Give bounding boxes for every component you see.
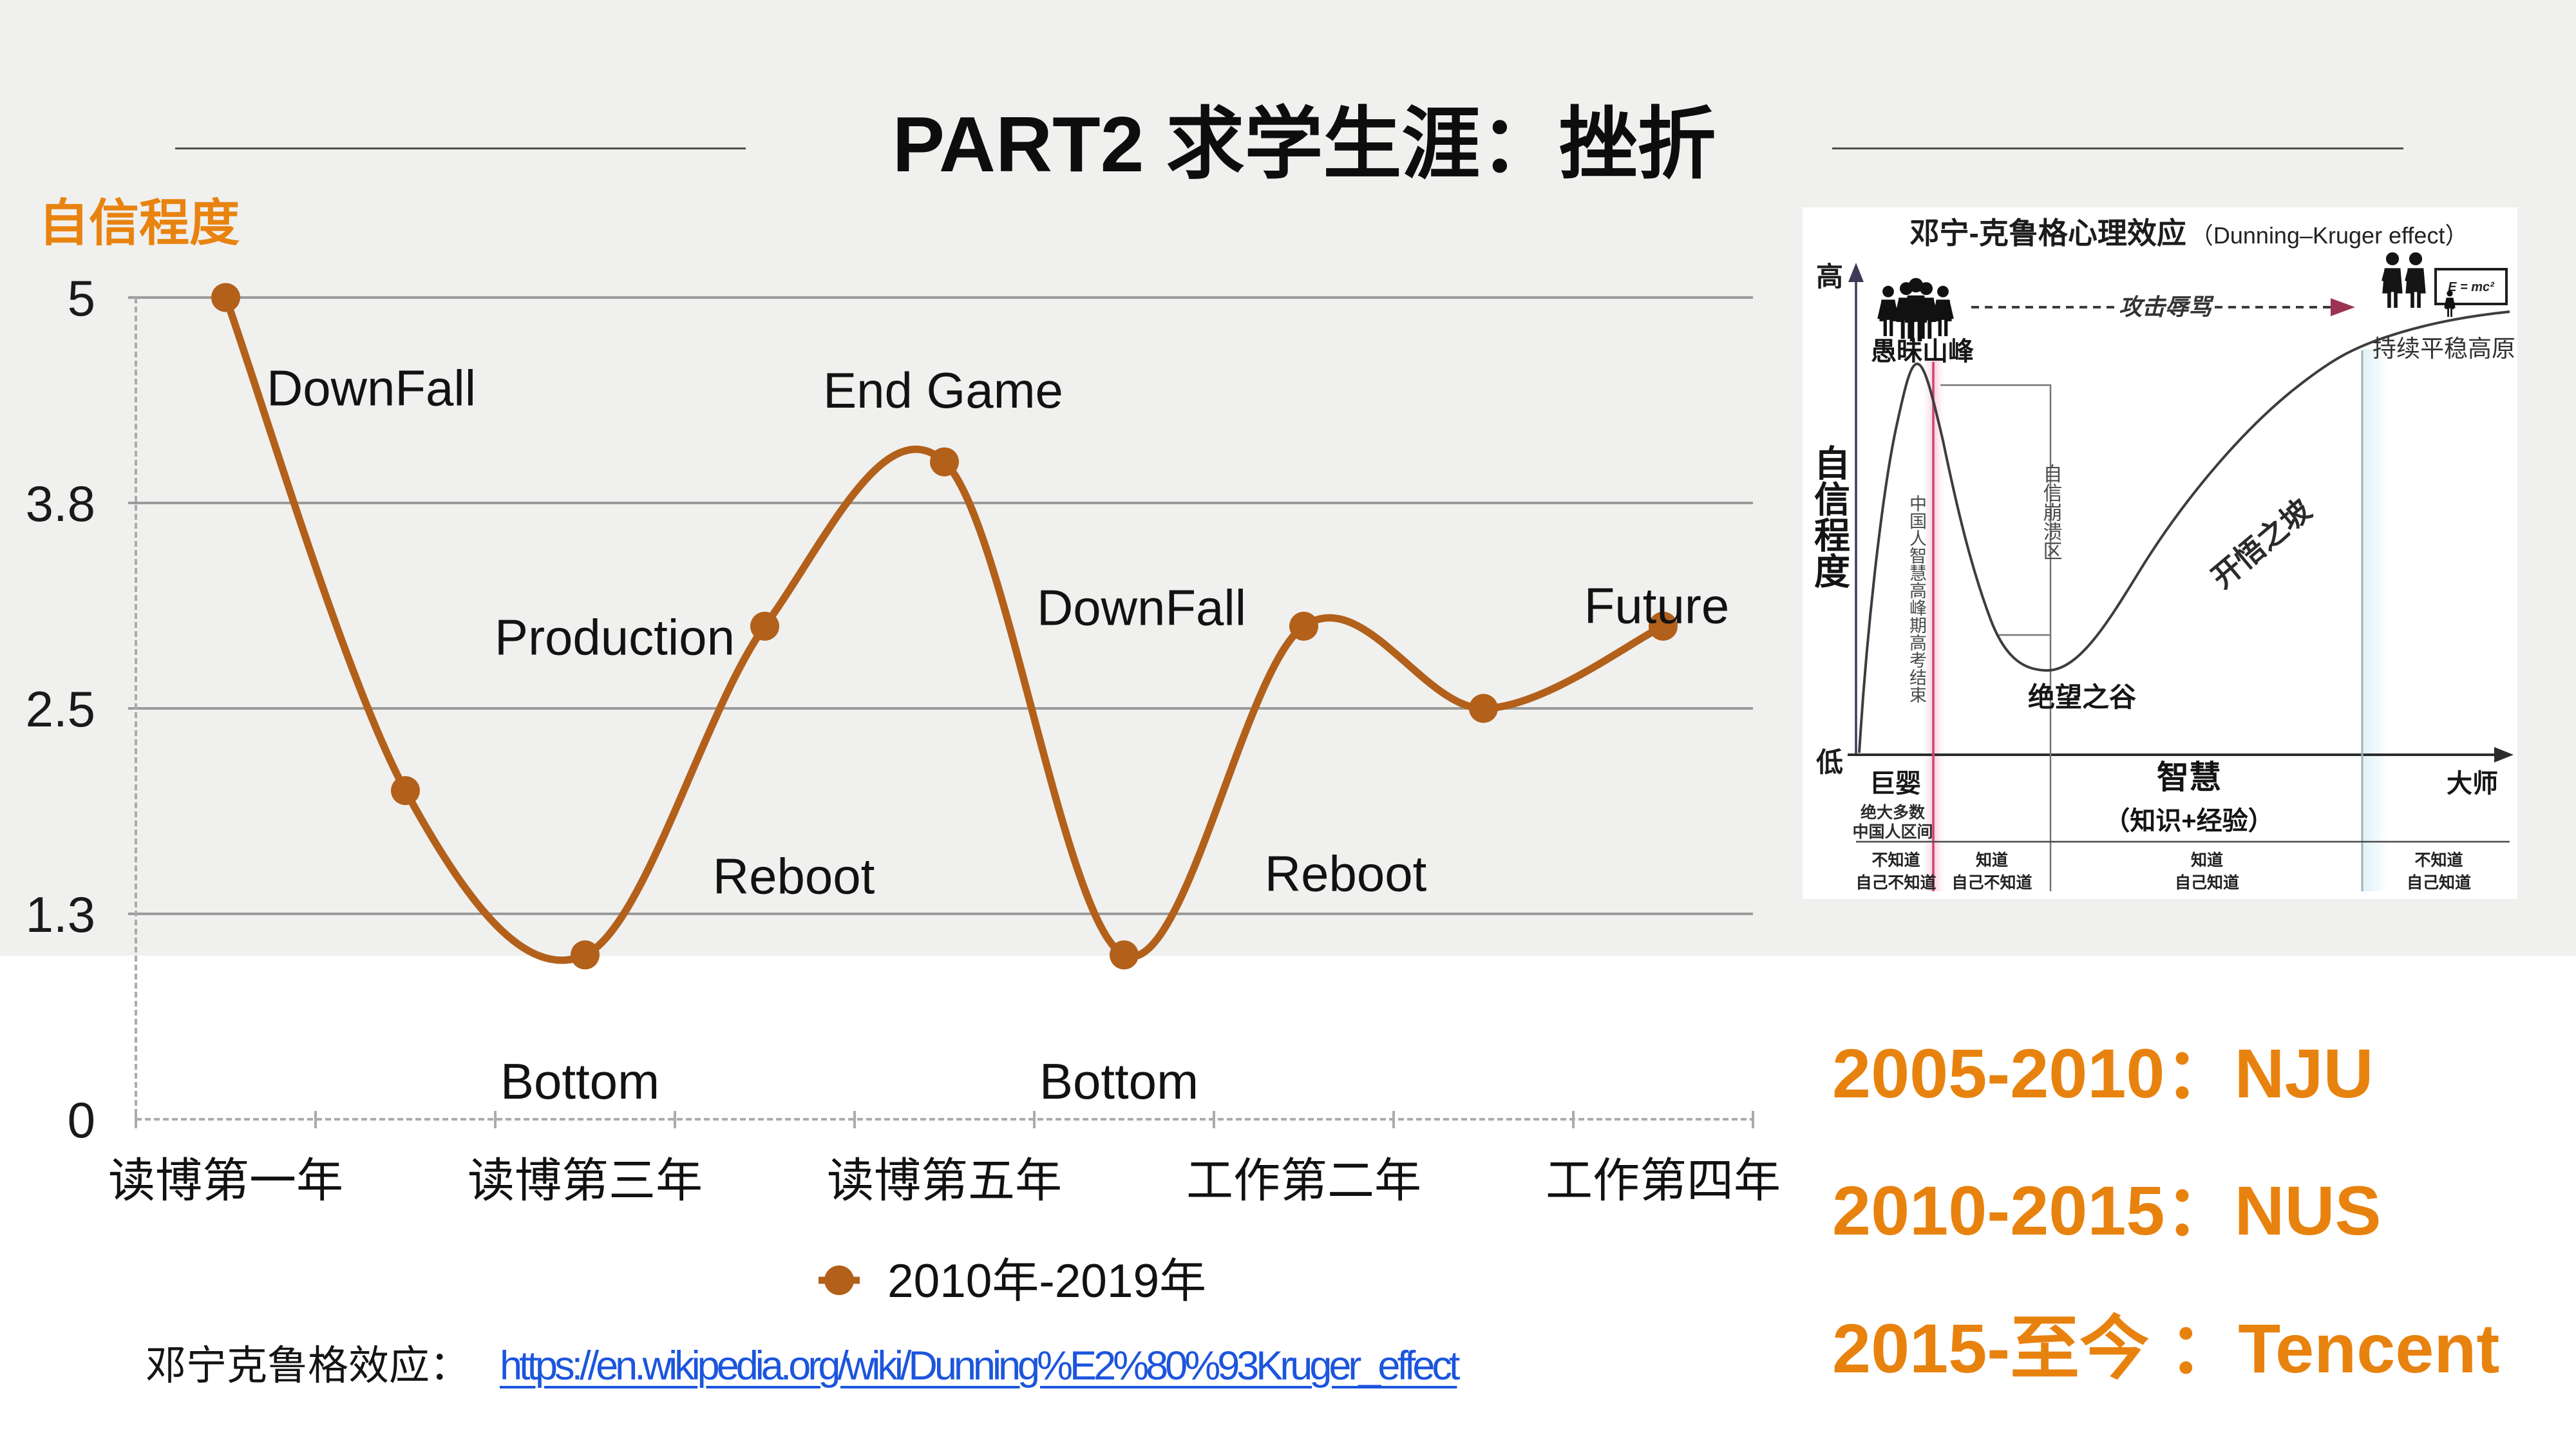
inset-peak-label: 愚昧山峰 [1871,337,1974,366]
annotation-label: DownFall [1037,579,1246,636]
inset-title-cn: 邓宁-克鲁格心理效应 [1910,216,2186,250]
annotation-label: Bottom [1039,1053,1198,1110]
inset-region-baby-note1: 绝大多数 [1861,803,1926,822]
annotation-label: Future [1584,577,1729,634]
annotation-label: Bottom [500,1053,659,1110]
series-point [1469,694,1498,723]
inset-row-col2-line1: 知道 [1976,851,2008,869]
y-tick-label: 5 [68,270,95,327]
x-category-label: 工作第四年 [1546,1155,1781,1207]
slide-title: PART2 求学生涯：挫折 [892,100,1716,188]
series-point [211,283,240,312]
inset-region-wisdom-sub: （知识+经验） [2104,807,2273,835]
series-point [1110,940,1139,970]
inset-bracket [1940,384,2052,891]
inset-y-axis-arrow [1848,263,1864,282]
inset-row-col4-line1: 不知道 [2414,851,2463,869]
series-point [1289,611,1318,641]
x-category-label: 工作第二年 [1186,1155,1421,1207]
x-category-label: 读博第五年 [827,1155,1062,1207]
y-tick-label: 0 [68,1092,95,1148]
source-label: 邓宁克鲁格效应： [146,1343,470,1388]
timeline-item-nus: 2010-2015：NUS [1832,1171,2382,1249]
inset-title: 邓宁-克鲁格心理效应 （Dunning–Kruger effect） [1910,216,2468,250]
inset-cyan-band [2363,349,2389,891]
title-rule-right [1832,147,2403,149]
inset-attack-label: 攻击辱骂 [2119,294,2214,320]
y-tick-label: 2.5 [26,681,95,737]
inset-y-high-label: 高 [1816,261,1843,292]
dunning-kruger-figure: 邓宁-克鲁格心理效应 （Dunning–Kruger effect） 高 低 自信… [1803,207,2517,899]
inset-region-baby: 巨婴 [1870,770,1921,798]
annotation-label: End Game [823,362,1063,419]
inset-valley-label: 绝望之谷 [2028,682,2136,712]
series-point [930,447,959,477]
inset-region-wisdom: 智慧 [2157,759,2221,795]
inset-plateau-label: 持续平稳高原 [2372,336,2515,362]
inset-row-col1-line1: 不知道 [1871,851,1920,869]
y-tick-label: 1.3 [26,886,95,943]
inset-title-en: （Dunning–Kruger effect） [2190,222,2468,249]
inset-row-col4-line2: 自己知道 [2407,873,2471,892]
series-point [750,611,779,641]
annotation-label: Reboot [713,848,875,904]
inset-row-col1-line2: 自己不知道 [1855,873,1936,892]
inset-curve [1858,310,2510,753]
inset-region-baby-note2: 中国人区间 [1852,823,1933,841]
legend-marker-dot [824,1265,854,1295]
inset-formula: E = mc² [2448,280,2495,294]
series-point [1649,611,1678,641]
source-row: 邓宁克鲁格效应： https://en.wikipedia.org/wiki/Du… [146,1333,1460,1392]
source-link[interactable]: https://en.wikipedia.org/wiki/Dunning%E2… [500,1343,1460,1388]
annotation-label: Production [495,609,735,665]
inset-region-master: 大师 [2447,770,2498,798]
timeline-item-tencent: 2015-至今 ：Tencent [1832,1309,2500,1387]
inset-exam-note: 中国人智慧高峰期高考结束 [1907,495,1927,703]
title-rule-left [175,147,746,149]
inset-row-col3-line1: 知道 [2191,851,2223,869]
x-category-label: 读博第三年 [468,1155,703,1207]
inset-x-axis-arrow [2494,747,2514,762]
series-point [571,940,600,970]
inset-y-axis-title: 自信程度 [1810,444,1850,589]
inset-attack-arrow-head [2331,298,2355,316]
chart-y-axis-title: 自信程度 [39,194,240,251]
legend-label: 2010年-2019年 [887,1255,1206,1307]
y-tick-label: 3.8 [26,475,95,532]
series-point [391,776,420,806]
inset-row-col3-line2: 自己知道 [2175,873,2239,892]
inset-crash-zone-label: 自信崩溃区 [2040,464,2063,560]
x-category-label: 读博第一年 [108,1155,343,1207]
annotation-label: DownFall [267,360,476,417]
annotation-label: Reboot [1265,845,1427,902]
timeline-item-nju: 2005-2010：NJU [1832,1034,2374,1112]
inset-y-low-label: 低 [1816,747,1843,777]
inset-row-col2-line2: 自己不知道 [1951,873,2032,892]
